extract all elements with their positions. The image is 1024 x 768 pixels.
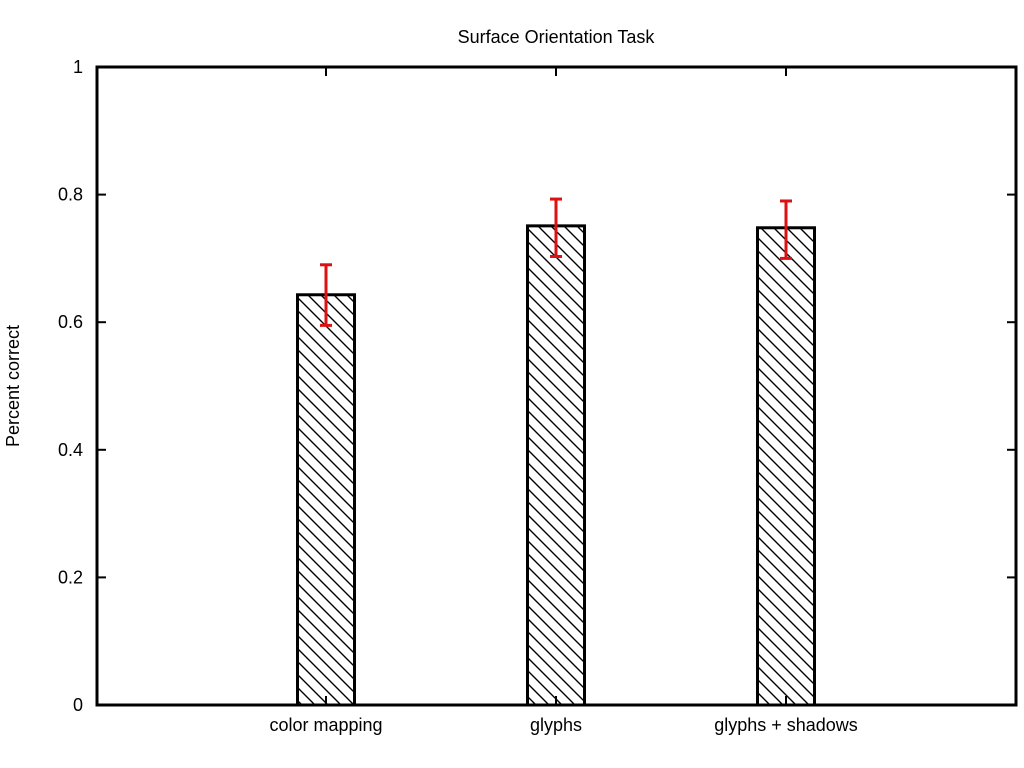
bars-group bbox=[296, 224, 816, 707]
bar bbox=[526, 224, 586, 707]
bar-hatched bbox=[526, 224, 586, 707]
x-tick-label: glyphs + shadows bbox=[714, 715, 858, 735]
bar-hatched bbox=[756, 226, 816, 707]
bar-hatched bbox=[296, 293, 356, 707]
error-bar bbox=[780, 199, 792, 260]
y-tick-label: 0 bbox=[73, 695, 83, 715]
ticks-group bbox=[97, 66, 1016, 706]
error-bars-group bbox=[320, 197, 792, 327]
y-tick-label: 0.6 bbox=[58, 312, 83, 332]
y-tick-label: 0.4 bbox=[58, 440, 83, 460]
error-bar bbox=[320, 263, 332, 327]
tick-labels-group: 0 0.2 0.4 0.6 0.8 1 color mapping glyphs glyphs … bbox=[58, 57, 858, 735]
x-tick-label: glyphs bbox=[530, 715, 582, 735]
x-tick-label: color mapping bbox=[269, 715, 382, 735]
error-bar bbox=[550, 197, 562, 258]
bar bbox=[756, 226, 816, 707]
y-axis-label: Percent correct bbox=[3, 325, 23, 447]
y-tick-label: 1 bbox=[73, 57, 83, 77]
chart-title: Surface Orientation Task bbox=[458, 27, 656, 47]
y-tick-label: 0.2 bbox=[58, 567, 83, 587]
y-tick-label: 0.8 bbox=[58, 185, 83, 205]
bar bbox=[296, 293, 356, 707]
